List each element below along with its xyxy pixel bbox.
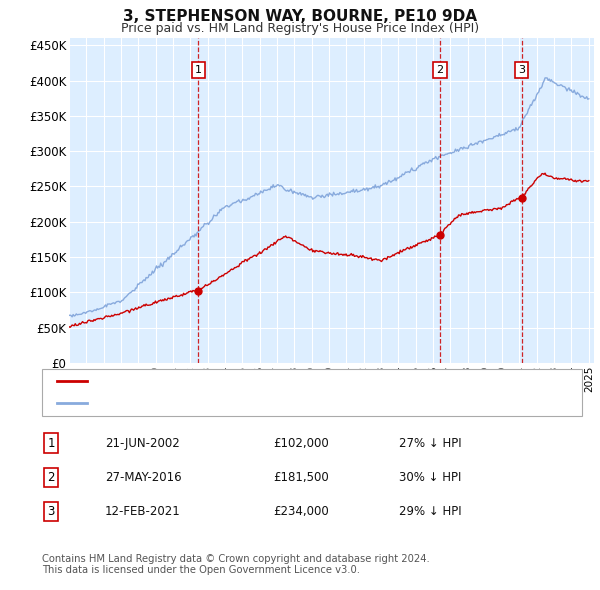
Text: £102,000: £102,000 <box>273 437 329 450</box>
Text: 21-JUN-2002: 21-JUN-2002 <box>105 437 180 450</box>
Text: 3: 3 <box>47 505 55 518</box>
Text: 2: 2 <box>436 65 443 75</box>
Text: HPI: Average price, detached house, South Kesteven: HPI: Average price, detached house, Sout… <box>93 398 393 408</box>
Text: 3: 3 <box>518 65 525 75</box>
Text: 27-MAY-2016: 27-MAY-2016 <box>105 471 182 484</box>
Text: Price paid vs. HM Land Registry's House Price Index (HPI): Price paid vs. HM Land Registry's House … <box>121 22 479 35</box>
Text: 1: 1 <box>47 437 55 450</box>
Text: £181,500: £181,500 <box>273 471 329 484</box>
Text: 27% ↓ HPI: 27% ↓ HPI <box>399 437 461 450</box>
Text: 2: 2 <box>47 471 55 484</box>
Text: £234,000: £234,000 <box>273 505 329 518</box>
Text: 12-FEB-2021: 12-FEB-2021 <box>105 505 181 518</box>
Text: 1: 1 <box>195 65 202 75</box>
Text: 30% ↓ HPI: 30% ↓ HPI <box>399 471 461 484</box>
Text: 29% ↓ HPI: 29% ↓ HPI <box>399 505 461 518</box>
Text: Contains HM Land Registry data © Crown copyright and database right 2024.
This d: Contains HM Land Registry data © Crown c… <box>42 553 430 575</box>
Text: 3, STEPHENSON WAY, BOURNE, PE10 9DA (detached house): 3, STEPHENSON WAY, BOURNE, PE10 9DA (det… <box>93 376 435 386</box>
Text: 3, STEPHENSON WAY, BOURNE, PE10 9DA: 3, STEPHENSON WAY, BOURNE, PE10 9DA <box>123 9 477 24</box>
